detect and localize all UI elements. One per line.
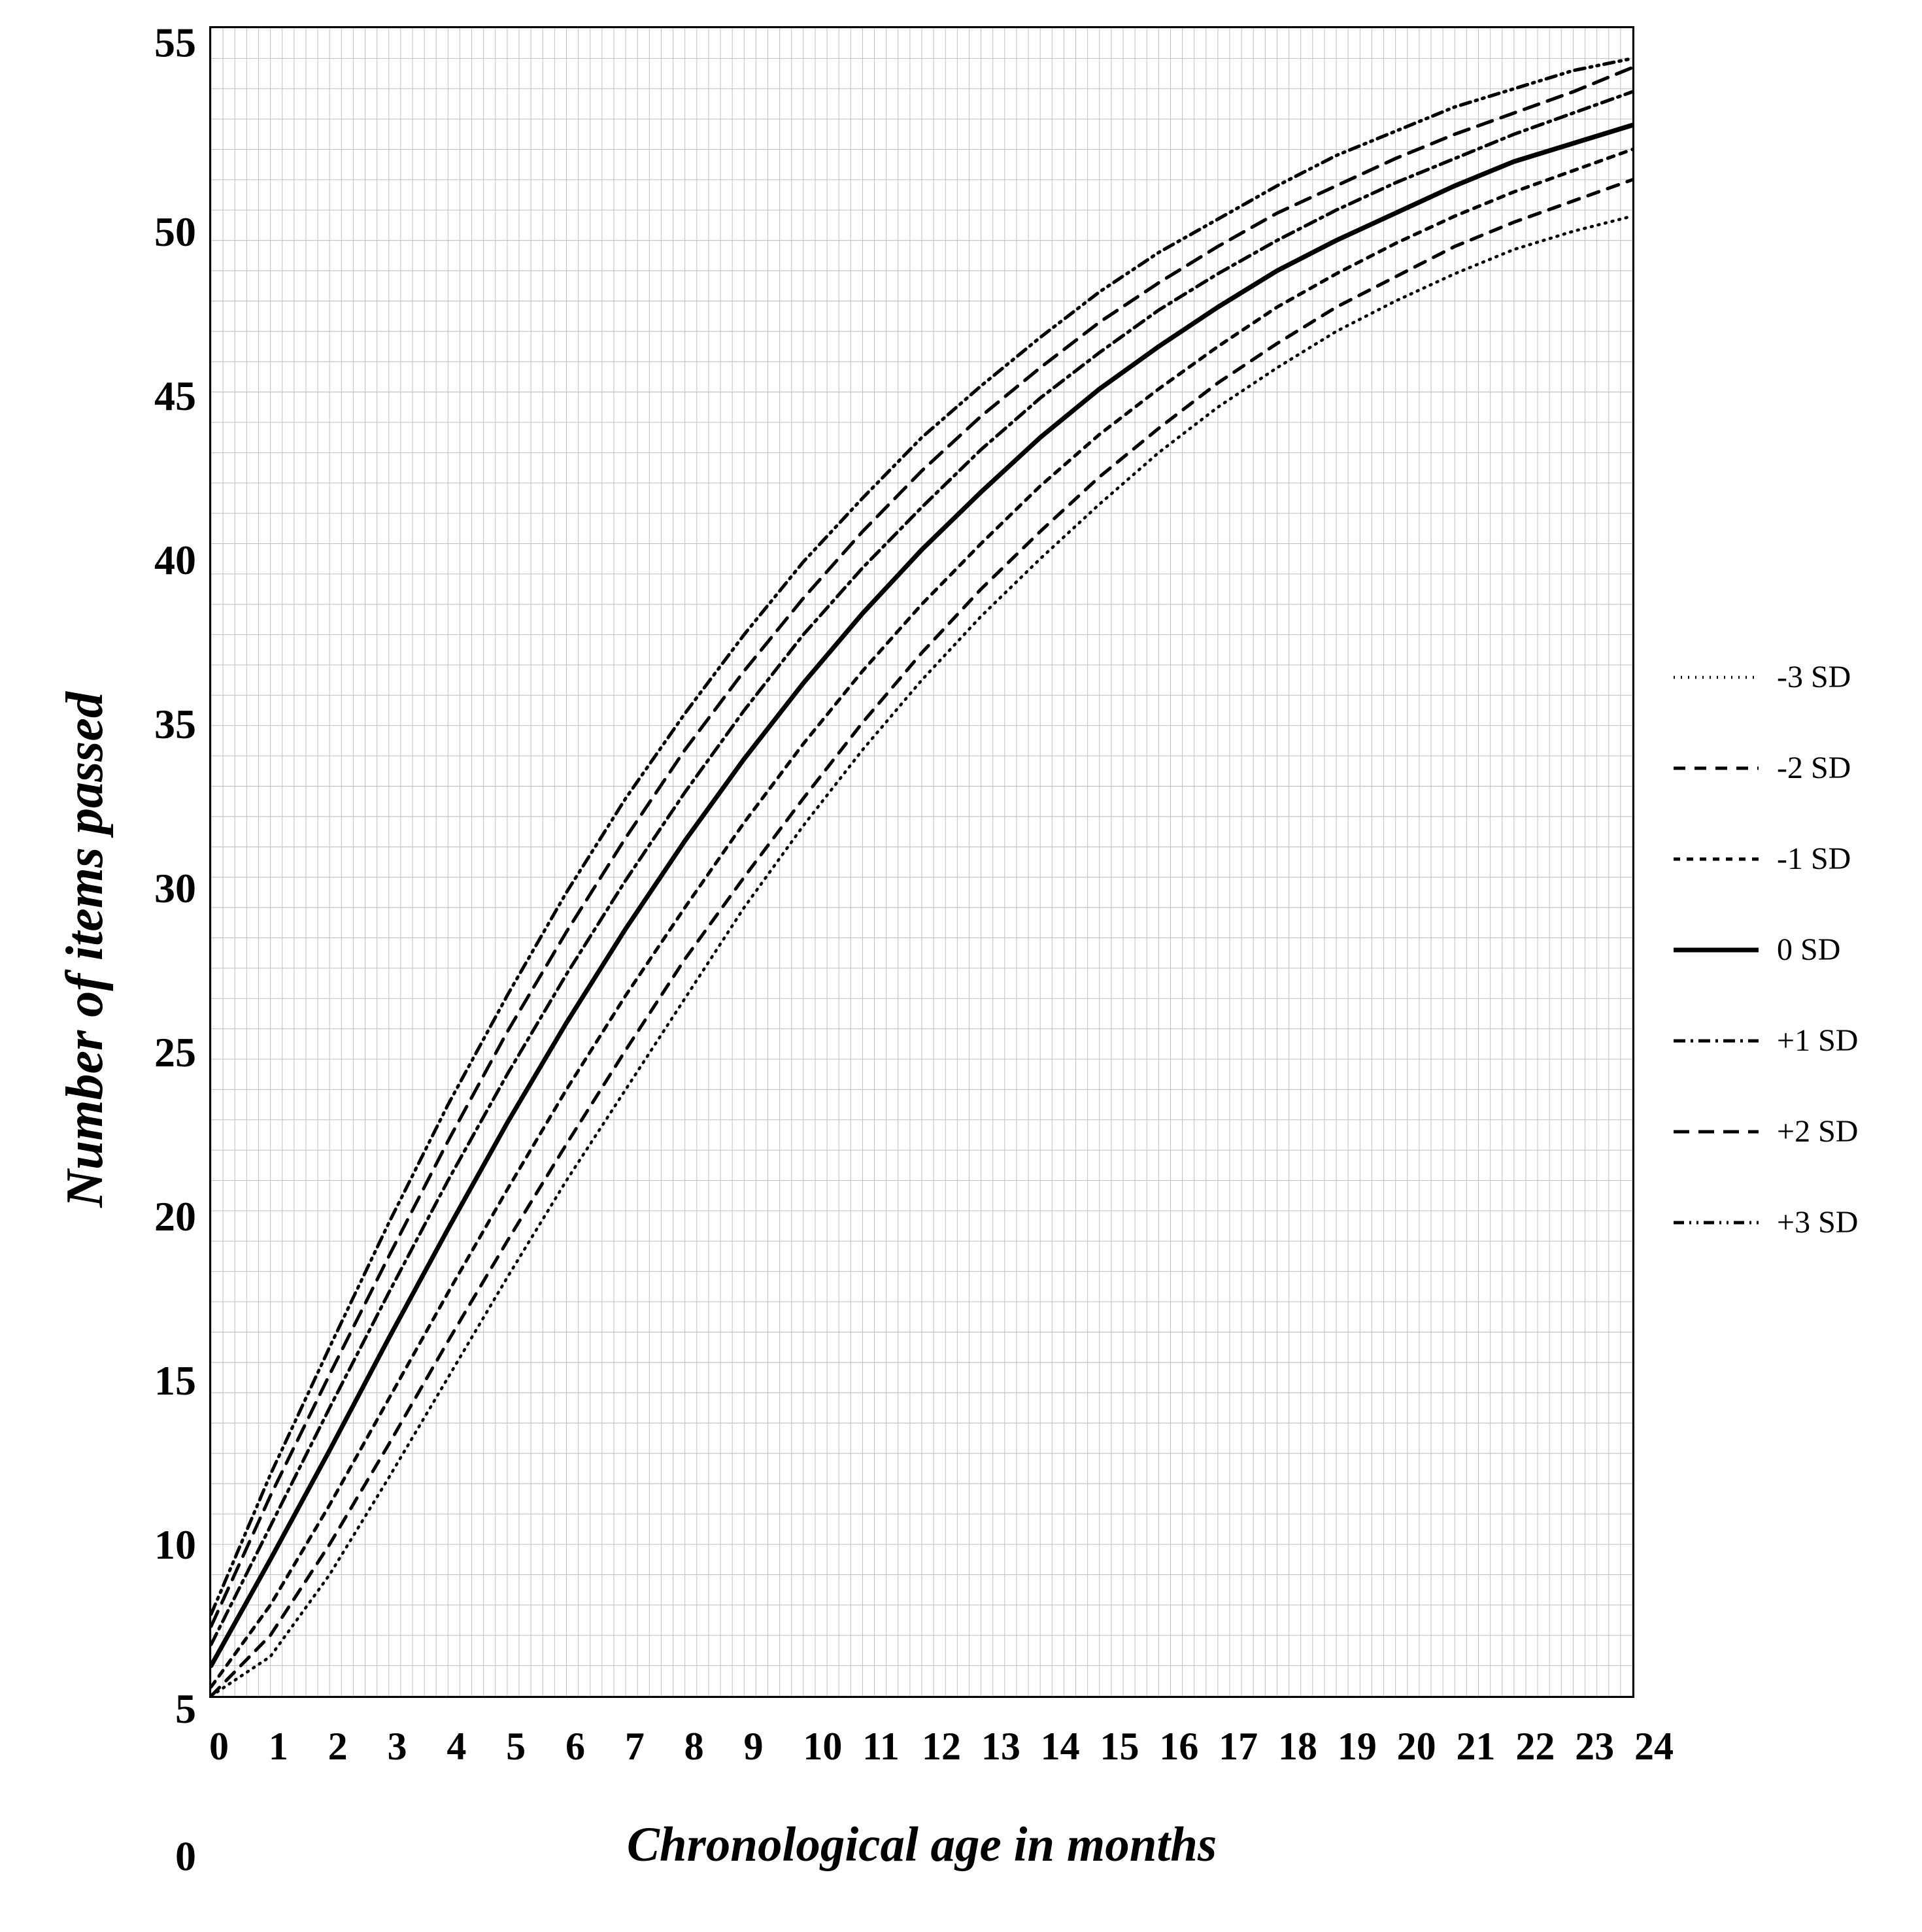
legend-swatch-sd_0 (1674, 941, 1759, 959)
y-tick: 5 (175, 1688, 196, 1730)
y-tick: 0 (175, 1835, 196, 1877)
y-axis-label-container: Number of items passed (39, 26, 131, 1873)
legend: -3 SD -2 SD -1 SD 0 SD +1 SD + (1634, 26, 1883, 1873)
legend-label-sd_m1: -1 SD (1777, 841, 1851, 877)
y-tick: 30 (154, 868, 196, 909)
x-axis-label: Chronological age in months (209, 1771, 1634, 1873)
chart-page: Number of items passed 55504540353025201… (0, 0, 1922, 1932)
y-axis-ticks: 5550454035302520151050 (131, 26, 209, 1873)
series-sd_0 (211, 125, 1632, 1665)
legend-swatch-sd_p3 (1674, 1213, 1759, 1232)
legend-label-sd_p3: +3 SD (1777, 1204, 1858, 1240)
y-tick: 10 (154, 1524, 196, 1566)
y-tick: 15 (154, 1360, 196, 1402)
legend-item-sd_m3: -3 SD (1674, 659, 1883, 695)
y-axis-label: Number of items passed (56, 692, 115, 1208)
legend-item-sd_0: 0 SD (1674, 932, 1883, 968)
plot-area (209, 26, 1634, 1698)
legend-swatch-sd_p1 (1674, 1032, 1759, 1050)
legend-item-sd_p1: +1 SD (1674, 1023, 1883, 1059)
y-tick: 55 (154, 22, 196, 64)
legend-swatch-sd_m2 (1674, 759, 1759, 777)
legend-item-sd_m1: -1 SD (1674, 841, 1883, 877)
y-tick: 45 (154, 375, 196, 417)
bottom-spacer (39, 1873, 1883, 1893)
y-tick: 25 (154, 1032, 196, 1074)
chart-main-row: Number of items passed 55504540353025201… (39, 26, 1883, 1873)
legend-label-sd_0: 0 SD (1777, 932, 1840, 968)
y-tick: 50 (154, 211, 196, 253)
legend-item-sd_p2: +2 SD (1674, 1113, 1883, 1149)
series-sd_p3 (211, 58, 1632, 1614)
legend-label-sd_m3: -3 SD (1777, 659, 1851, 695)
x-axis-ticks: 0123456789101112131415161718192021222324 (209, 1698, 1634, 1771)
plot-column: 0123456789101112131415161718192021222324… (209, 26, 1634, 1873)
legend-label-sd_m2: -2 SD (1777, 750, 1851, 786)
legend-item-sd_m2: -2 SD (1674, 750, 1883, 786)
series-sd_p2 (211, 67, 1632, 1626)
series-sd_m1 (211, 150, 1632, 1687)
legend-label-sd_p1: +1 SD (1777, 1023, 1858, 1059)
y-tick: 40 (154, 539, 196, 581)
legend-swatch-sd_m1 (1674, 850, 1759, 868)
legend-item-sd_p3: +3 SD (1674, 1204, 1883, 1240)
y-tick: 35 (154, 703, 196, 745)
legend-swatch-sd_p2 (1674, 1123, 1759, 1141)
legend-swatch-sd_m3 (1674, 668, 1759, 686)
legend-label-sd_p2: +2 SD (1777, 1113, 1858, 1149)
y-tick: 20 (154, 1196, 196, 1238)
series-sd_p1 (211, 92, 1632, 1644)
series-sd_m2 (211, 180, 1632, 1696)
series-layer (211, 28, 1632, 1696)
